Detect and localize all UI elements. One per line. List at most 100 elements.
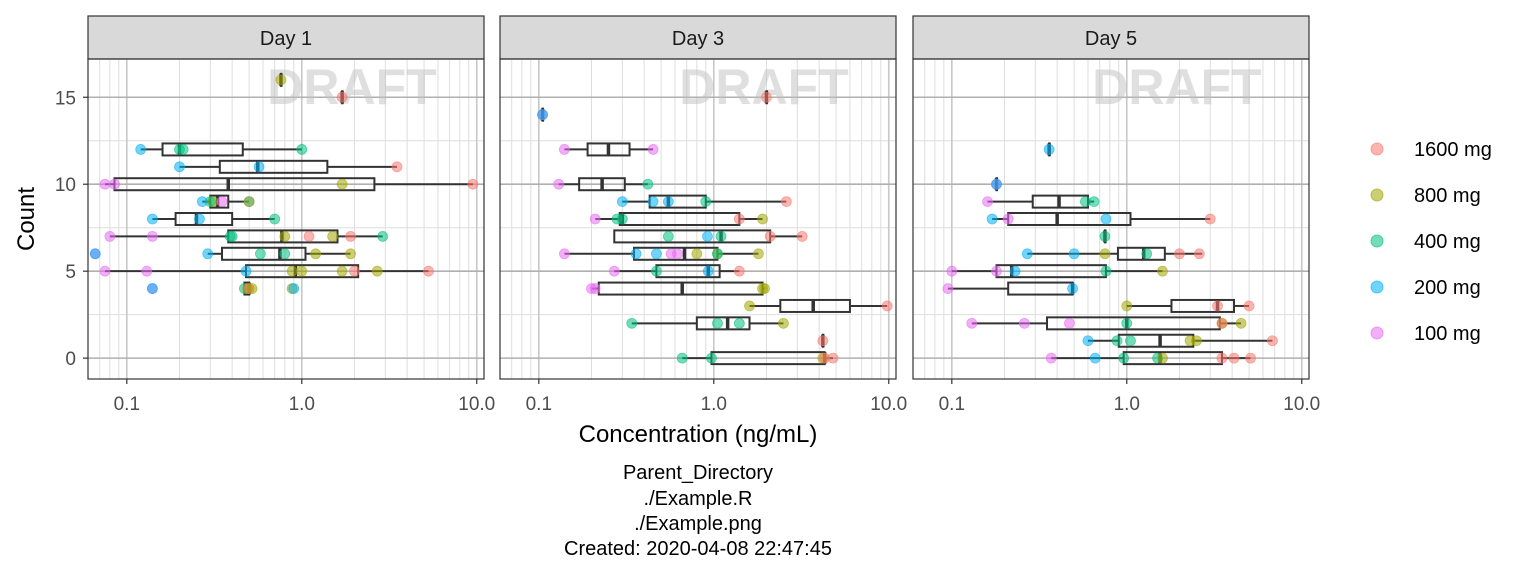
data-point [662, 196, 674, 208]
data-point [702, 230, 713, 242]
legend-item: 1600 mg [1370, 139, 1492, 161]
data-point [246, 283, 258, 294]
data-point [759, 283, 770, 294]
data-point [216, 196, 228, 208]
data-point [467, 178, 479, 190]
data-point [1216, 352, 1228, 364]
box [140, 142, 302, 157]
data-point [279, 248, 291, 260]
legend-key [1370, 280, 1384, 294]
facet-panels: Day 1 DRAFT 0.1 1.0 10.0 Day 3 DRAFT 0.1 1.0 10.0… [87, 15, 1320, 415]
data-point [423, 265, 434, 277]
draft-watermark: DRAFT [267, 59, 436, 115]
data-point [817, 335, 829, 347]
box [591, 281, 765, 296]
box [564, 142, 654, 157]
data-point [1099, 230, 1111, 242]
x-axis-title: Concentration (ng/mL) [579, 421, 818, 448]
data-point [310, 248, 322, 260]
data-point [174, 161, 185, 173]
data-point [345, 230, 356, 242]
data-point [1100, 213, 1112, 225]
legend-key [1370, 326, 1384, 340]
y-tick-label: 15 [55, 88, 76, 109]
data-point [1193, 248, 1205, 260]
data-point [1267, 335, 1278, 347]
data-point [177, 144, 189, 155]
data-point [796, 230, 808, 242]
box-iqr [695, 316, 751, 331]
data-point [558, 144, 570, 155]
caption-line: Parent_Directory [623, 462, 773, 484]
legend-item: 800 mg [1370, 185, 1481, 207]
box-iqr [161, 142, 244, 157]
data-point [391, 161, 403, 173]
data-point [269, 213, 281, 225]
data-point [253, 161, 265, 173]
data-point [135, 144, 147, 155]
data-point [336, 265, 348, 277]
data-point [764, 230, 776, 242]
legend-label: 400 mg [1414, 231, 1481, 253]
caption: Parent_Directory ./Example.R ./Example.p… [564, 462, 832, 560]
data-point [1157, 352, 1168, 364]
box-iqr [618, 212, 741, 226]
data-point [1019, 317, 1030, 329]
data-point [1111, 335, 1123, 347]
legend-label: 100 mg [1414, 323, 1481, 345]
data-point [672, 248, 683, 260]
data-point [651, 248, 662, 260]
data-point [1045, 352, 1057, 364]
legend-label: 1600 mg [1414, 139, 1492, 161]
data-point [279, 230, 291, 242]
data-point [744, 300, 755, 312]
legend-key [1370, 142, 1384, 156]
data-point [1174, 248, 1185, 260]
data-point [626, 317, 638, 329]
data-point [1118, 352, 1130, 364]
data-point [1121, 317, 1133, 329]
data-point [986, 213, 998, 225]
data-point [296, 265, 308, 277]
data-point [733, 317, 745, 329]
data-point [778, 317, 789, 329]
panel-border [87, 58, 485, 380]
y-tick-label: 10 [55, 175, 76, 196]
data-point [275, 74, 287, 86]
data-point [1043, 144, 1055, 155]
data-point [733, 265, 745, 277]
data-point [349, 265, 360, 277]
data-point [651, 265, 662, 277]
data-point [336, 91, 348, 103]
data-point [712, 248, 723, 260]
data-point [1141, 248, 1153, 260]
box [558, 177, 648, 192]
data-point [827, 352, 839, 364]
caption-line: Created: 2020-04-08 22:47:45 [564, 538, 832, 560]
box [152, 212, 275, 226]
data-point [141, 265, 153, 277]
data-point [104, 230, 116, 242]
box [1126, 298, 1250, 313]
facet-strip-label: Day 1 [260, 28, 312, 50]
data-point [1212, 300, 1223, 312]
data-point [761, 91, 772, 103]
data-point [377, 230, 389, 242]
box-iqr [174, 212, 234, 226]
data-point [691, 248, 703, 260]
data-point [99, 265, 111, 277]
data-point [109, 178, 120, 190]
data-point [146, 283, 158, 294]
legend-item: 100 mg [1370, 323, 1481, 345]
data-point [1191, 335, 1202, 347]
data-point [146, 230, 158, 242]
data-point [1121, 300, 1133, 312]
data-point [1099, 248, 1111, 260]
data-point [616, 196, 628, 208]
data-point [1243, 300, 1255, 312]
data-point [589, 213, 601, 225]
data-point [702, 265, 714, 277]
box [971, 316, 1242, 331]
legend-label: 200 mg [1414, 277, 1481, 299]
